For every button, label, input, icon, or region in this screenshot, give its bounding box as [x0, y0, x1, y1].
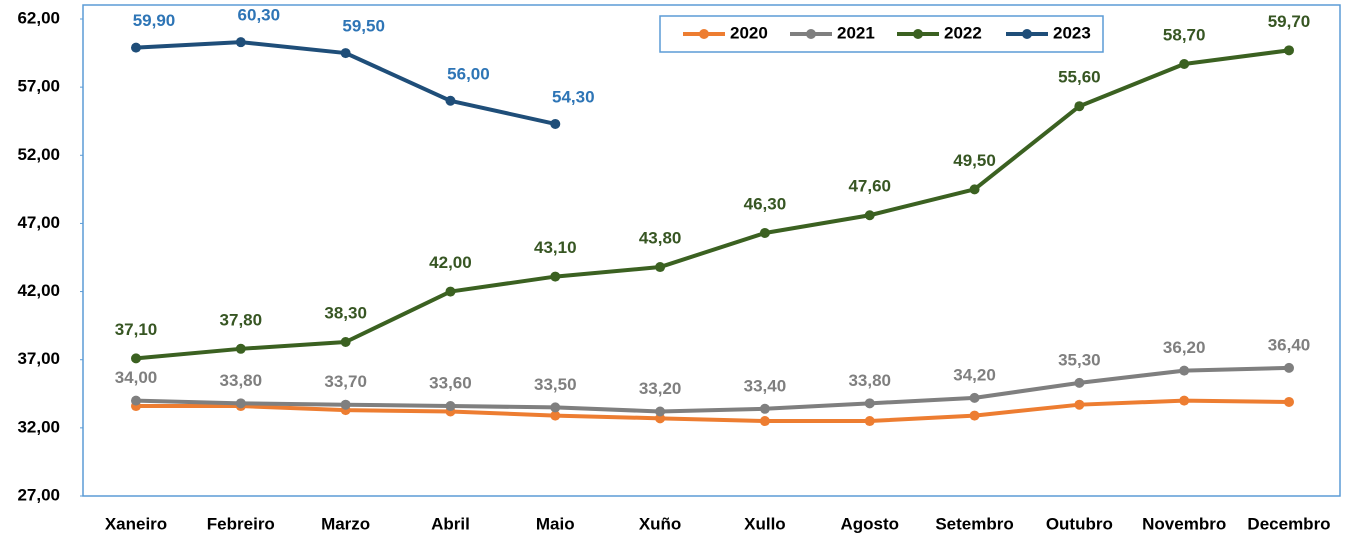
point-marker [864, 210, 875, 221]
x-tick-label: Xaneiro [105, 514, 167, 533]
x-tick-label: Novembro [1142, 514, 1226, 533]
data-label: 59,90 [133, 11, 176, 30]
data-label: 55,60 [1058, 68, 1101, 87]
x-tick-label: Xuño [639, 514, 682, 533]
series-line [136, 398, 1290, 424]
legend-label: 2022 [944, 23, 982, 42]
point-marker [445, 286, 456, 297]
point-marker [969, 184, 980, 195]
point-marker [759, 227, 770, 238]
data-label: 35,30 [1058, 350, 1101, 369]
point-marker [550, 402, 561, 413]
x-tick-label: Decembro [1247, 514, 1330, 533]
legend-label: 2021 [837, 23, 875, 42]
point-marker [1074, 101, 1085, 112]
data-label: 42,00 [429, 253, 472, 272]
point-marker [550, 118, 561, 129]
point-marker [235, 343, 246, 354]
y-tick-label: 42,00 [17, 281, 60, 300]
x-tick-label: Setembro [935, 514, 1013, 533]
legend-label: 2023 [1053, 23, 1091, 42]
data-label: 33,80 [220, 371, 263, 390]
y-tick-label: 57,00 [17, 77, 60, 96]
data-label: 43,80 [639, 229, 682, 248]
data-label: 33,50 [534, 375, 577, 394]
point-marker [340, 48, 351, 59]
point-marker [655, 262, 666, 273]
data-label: 46,30 [744, 194, 787, 213]
x-tick-label: Abril [431, 514, 470, 533]
point-marker [131, 395, 141, 406]
point-marker [759, 416, 770, 427]
point-marker [759, 403, 770, 414]
point-marker [1284, 362, 1294, 373]
data-label: 59,70 [1268, 12, 1311, 31]
legend-marker [806, 29, 816, 39]
point-marker [445, 401, 456, 412]
data-label: 54,30 [552, 87, 595, 106]
y-tick-label: 32,00 [17, 417, 60, 436]
point-marker [550, 271, 561, 282]
data-label: 38,30 [324, 303, 367, 322]
series-line [135, 48, 1290, 361]
data-label: 47,60 [848, 177, 891, 196]
data-label: 33,70 [324, 372, 367, 391]
data-label: 34,00 [115, 368, 158, 387]
y-tick-label: 37,00 [17, 349, 60, 368]
data-label: 43,10 [534, 238, 577, 257]
y-tick-label: 52,00 [17, 145, 60, 164]
data-label: 60,30 [238, 6, 281, 25]
legend-marker [913, 29, 923, 39]
point-marker [445, 95, 456, 106]
legend-label: 2020 [730, 23, 768, 42]
series-line [135, 365, 1290, 414]
data-label: 33,40 [744, 376, 787, 395]
point-marker [235, 398, 246, 409]
data-label: 37,80 [220, 310, 263, 329]
data-label: 59,50 [342, 17, 385, 36]
data-label: 36,40 [1268, 335, 1311, 354]
x-tick-label: Maio [536, 514, 575, 533]
x-tick-label: Marzo [321, 514, 370, 533]
point-marker [131, 42, 141, 53]
plot-frame [82, 4, 1341, 497]
point-marker [1284, 45, 1294, 56]
x-tick-label: Outubro [1046, 514, 1113, 533]
point-marker [969, 410, 980, 421]
point-marker [550, 410, 561, 421]
point-marker [864, 416, 875, 427]
point-marker [340, 336, 351, 347]
point-marker [1074, 377, 1085, 388]
data-label: 33,20 [639, 379, 682, 398]
data-label: 49,50 [953, 151, 996, 170]
point-marker [655, 406, 666, 417]
data-label: 56,00 [447, 64, 490, 83]
legend-marker [699, 29, 709, 39]
y-tick-label: 47,00 [17, 213, 60, 232]
data-label: 34,20 [953, 365, 996, 384]
point-marker [131, 353, 141, 364]
point-marker [969, 392, 980, 403]
data-label: 58,70 [1163, 25, 1206, 44]
point-marker [1179, 365, 1190, 376]
point-marker [1179, 395, 1190, 406]
point-marker [1179, 58, 1190, 69]
point-marker [1074, 399, 1085, 410]
x-tick-label: Agosto [840, 514, 899, 533]
point-marker [235, 37, 246, 48]
point-marker [340, 399, 351, 410]
data-label: 36,20 [1163, 338, 1206, 357]
data-label: 33,60 [429, 374, 472, 393]
data-label: 33,80 [848, 371, 891, 390]
point-marker [1284, 396, 1294, 407]
point-marker [864, 398, 875, 409]
data-label: 37,10 [115, 320, 158, 339]
y-tick-label: 27,00 [17, 485, 60, 504]
x-tick-label: Xullo [744, 514, 786, 533]
x-tick-label: Febreiro [207, 514, 275, 533]
y-tick-label: 62,00 [17, 8, 60, 27]
legend-marker [1022, 29, 1032, 39]
